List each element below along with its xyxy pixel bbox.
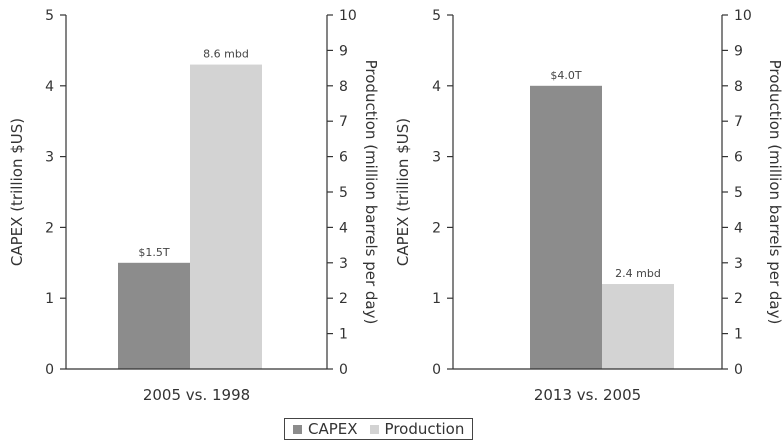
right-tick-label: 2 [734,291,743,307]
left-tick-label: 5 [45,8,54,24]
left-tick-label: 4 [45,79,54,95]
bar-capex [530,85,602,370]
y2-axis-label: Production (million barrels per day) [362,60,380,325]
left-tick-label: 1 [45,291,54,307]
right-tick-label: 8 [734,79,743,95]
right-tick-label: 4 [339,220,348,236]
legend-item-capex: CAPEX [293,420,358,438]
category-label: 2013 vs. 2005 [534,386,641,404]
bar-capex [118,262,190,369]
right-tick-label: 4 [734,220,743,236]
left-tick-label: 1 [432,291,441,307]
right-tick-label: 3 [734,256,743,272]
left-tick-label: 0 [45,362,54,378]
right-tick-label: 3 [339,256,348,272]
data-label-capex: $1.5T [138,246,169,259]
legend: CAPEX Production [284,418,474,440]
left-tick-label: 5 [432,8,441,24]
right-tick-label: 2 [339,291,348,307]
chart-panel-2: $4.0T 2.4 mbd 0 1 2 3 4 5 0 1 2 3 4 5 6 7 8 9 10 CAPEX (tri… [394,8,784,404]
y-axis-label: CAPEX (trillion $US) [8,118,26,266]
right-tick-label: 1 [734,327,743,343]
left-tick-label: 2 [432,220,441,236]
right-tick-label: 7 [339,114,348,130]
right-tick-label: 9 [339,43,348,59]
right-tick-label: 10 [339,8,357,24]
right-tick-label: 5 [339,185,348,201]
right-tick-label: 10 [734,8,752,24]
bar-production [602,284,674,369]
left-tick-label: 3 [432,150,441,166]
data-label-capex: $4.0T [550,69,581,82]
legend-item-production: Production [369,420,465,438]
right-tick-label: 5 [734,185,743,201]
right-tick-label: 9 [734,43,743,59]
left-tick-label: 2 [45,220,54,236]
production-swatch [369,424,379,434]
right-tick-label: 6 [339,150,348,166]
right-tick-label: 0 [734,362,743,378]
legend-label-capex: CAPEX [308,420,358,438]
category-label: 2005 vs. 1998 [143,386,250,404]
right-tick-label: 6 [734,150,743,166]
left-tick-label: 4 [432,79,441,95]
chart-panel-1: $1.5T 8.6 mbd 0 1 2 3 4 5 0 1 2 3 4 5 6 7 8 9 10 CAPEX (tri… [8,8,380,404]
y-axis-label: CAPEX (trillion $US) [394,118,412,266]
data-label-production: 8.6 mbd [203,48,249,61]
legend-label-production: Production [384,420,465,438]
left-tick-label: 3 [45,150,54,166]
bar-production [190,64,262,369]
left-tick-label: 0 [432,362,441,378]
y2-axis-label: Production (million barrels per day) [766,60,784,325]
right-tick-label: 7 [734,114,743,130]
right-tick-label: 1 [339,327,348,343]
capex-swatch [293,424,302,434]
right-tick-label: 0 [339,362,348,378]
right-tick-label: 8 [339,79,348,95]
data-label-production: 2.4 mbd [615,267,661,280]
